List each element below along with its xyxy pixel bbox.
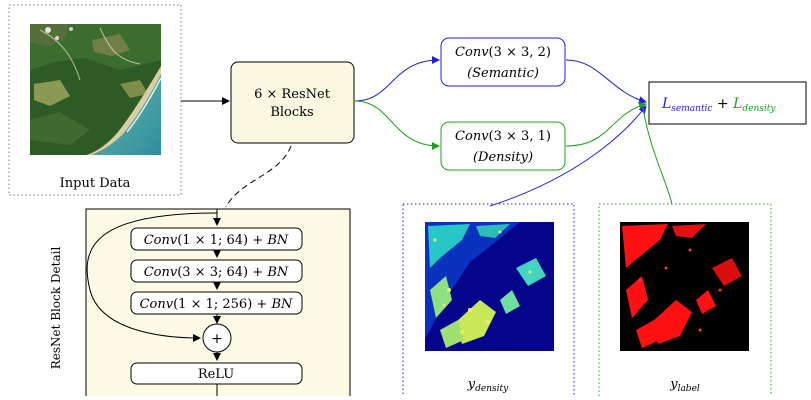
input-satellite-image (30, 24, 162, 155)
add-symbol: + (211, 331, 223, 347)
relu-node: ReLU (130, 362, 303, 385)
input-data-panel: Input Data (8, 4, 182, 196)
resnet-blocks-line1: 6 × ResNet (254, 87, 331, 102)
y-label-main: y (669, 377, 678, 392)
detail-step-1: Conv(1 × 1; 64) + BN (130, 227, 303, 251)
resnet-blocks-node: 6 × ResNet Blocks (230, 61, 355, 144)
resnet-blocks-box (230, 61, 355, 144)
detail-step-2: Conv(3 × 3; 64) + BN (130, 259, 303, 283)
input-data-label: Input Data (60, 176, 131, 191)
svg-text:Conv(3 × 3, 2): Conv(3 × 3, 2) (455, 45, 551, 60)
resnet-block-detail: ResNet Block Detail Conv(1 × 1; 64) + BN… (49, 208, 351, 400)
detail-step-3: Conv(1 × 1; 256) + BN (130, 291, 303, 315)
y-label-panel: ylabel (598, 203, 772, 400)
svg-text:ylabel: ylabel (669, 377, 700, 394)
semantic-head-node: Conv(3 × 3, 2) (Semantic) (440, 37, 566, 87)
loss-box (648, 81, 807, 125)
arrow-semantic-to-loss (565, 59, 647, 104)
svg-text:Conv(1 × 1; 64) + BN: Conv(1 × 1; 64) + BN (144, 233, 289, 248)
svg-text:Conv(1 × 1; 256) + BN: Conv(1 × 1; 256) + BN (140, 297, 293, 312)
semantic-args: (3 × 3, 2) (489, 45, 551, 60)
add-node: + (202, 323, 232, 353)
density-head-box (440, 121, 566, 171)
arrow-resnet-to-density (354, 100, 440, 150)
detail-link (225, 145, 292, 208)
svg-text:Lsemantic + Ldensity: Lsemantic + Ldensity (661, 96, 776, 114)
y-density-main: y (467, 377, 476, 392)
loss-node: Lsemantic + Ldensity (648, 81, 807, 125)
density-sub: (Density) (473, 150, 533, 165)
svg-text:ydensity: ydensity (467, 377, 509, 394)
y-label-map (620, 222, 749, 351)
density-head-node: Conv(3 × 3, 1) (Density) (440, 121, 566, 171)
input-data-frame (8, 4, 182, 196)
y-density-panel: ydensity (402, 203, 575, 400)
semantic-head-box (440, 37, 566, 87)
loss-density-sub: density (742, 104, 776, 114)
y-label-frame (598, 203, 772, 400)
y-density-frame (402, 203, 575, 400)
density-args: (3 × 3, 1) (489, 129, 551, 144)
y-label-sub: label (678, 384, 700, 394)
arrow-density-to-loss (565, 102, 647, 147)
svg-text:Conv(3 × 3, 1): Conv(3 × 3, 1) (455, 129, 551, 144)
loss-density-main: L (732, 96, 742, 112)
relu-label: ReLU (198, 367, 234, 382)
y-density-sub: density (475, 384, 509, 394)
loss-semantic-main: L (661, 96, 671, 112)
skip-connection (86, 212, 218, 342)
arrow-ylabel-to-loss (642, 107, 673, 205)
density-op: Conv (455, 129, 489, 144)
arrow-ydensity-to-loss (489, 105, 647, 207)
loss-plus: + (712, 96, 733, 112)
loss-semantic-sub: semantic (671, 104, 712, 114)
svg-text:Conv(3 × 3; 64) + BN: Conv(3 × 3; 64) + BN (144, 265, 289, 280)
y-density-map (425, 222, 554, 351)
resnet-blocks-line2: Blocks (270, 105, 313, 120)
arrow-resnet-to-semantic (354, 56, 440, 102)
semantic-sub: (Semantic) (467, 66, 539, 81)
semantic-op: Conv (455, 45, 489, 60)
detail-side-label: ResNet Block Detail (49, 247, 63, 370)
